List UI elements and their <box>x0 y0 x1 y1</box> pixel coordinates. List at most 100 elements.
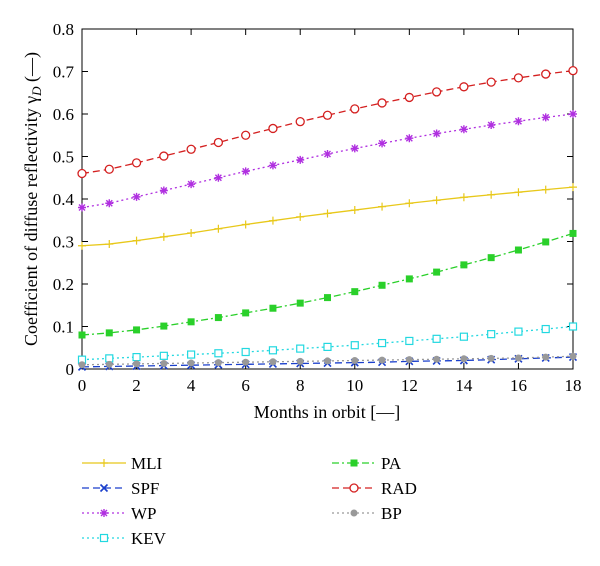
data-point-bp <box>269 358 277 366</box>
data-point-pa <box>242 309 250 317</box>
x-tick-label: 0 <box>78 376 87 395</box>
data-point-pa <box>514 246 522 254</box>
data-point-pa <box>133 326 141 334</box>
data-point-kev <box>432 334 441 343</box>
data-point-rad <box>568 66 578 76</box>
legend-marker-bp <box>350 509 358 517</box>
y-axis-label-main: Coefficient of diffuse reflectivity γ <box>21 96 41 346</box>
data-point-wp <box>378 139 387 148</box>
data-point-bp <box>133 360 141 368</box>
data-point-kev <box>405 336 414 346</box>
data-point-rad <box>486 77 496 87</box>
legend-entry-wp: WP <box>82 504 157 523</box>
legend-label-wp: WP <box>131 504 157 523</box>
data-point-bp <box>105 360 113 368</box>
y-tick-label: 0 <box>66 360 75 379</box>
x-tick-label: 4 <box>187 376 196 395</box>
legend-entry-spf: SPF <box>82 479 159 498</box>
data-point-kev <box>350 341 359 350</box>
data-point-mli <box>541 185 550 194</box>
y-tick-label: 0.6 <box>53 105 74 124</box>
series-bp <box>78 352 577 369</box>
data-point-pa <box>187 318 195 326</box>
data-point-kev <box>132 353 141 362</box>
data-point-bp <box>542 353 550 361</box>
data-point-bp <box>433 355 441 363</box>
data-point-bp <box>351 357 359 364</box>
data-point-wp <box>459 125 468 134</box>
data-point-kev <box>214 349 223 358</box>
legend-marker-rad <box>349 483 359 493</box>
data-point-pa <box>487 254 495 262</box>
axis-ticks: 0 2 4 6 8 10 12 14 16 18 0 0.1 0.2 0.3 0.4 0.5 0.6 0.7 0.8 <box>53 20 582 395</box>
data-point-rad <box>131 158 142 168</box>
data-point-bp <box>78 361 86 369</box>
data-point-pa <box>105 329 113 337</box>
data-point-bp <box>160 359 168 367</box>
data-point-mli <box>241 220 250 229</box>
legend-marker-spf <box>99 483 109 493</box>
data-point-pa <box>214 314 222 322</box>
data-point-kev <box>296 344 305 353</box>
data-point-pa <box>269 304 277 312</box>
legend-label-kev: KEV <box>131 529 167 548</box>
data-point-wp <box>541 113 550 122</box>
data-point-bp <box>514 354 522 362</box>
legend-label-spf: SPF <box>131 479 159 498</box>
data-point-bp <box>296 357 304 365</box>
legend-marker-wp <box>100 509 108 517</box>
data-point-mli <box>487 190 496 199</box>
data-point-kev <box>541 324 550 334</box>
data-point-mli <box>159 232 168 241</box>
data-point-rad <box>241 130 251 140</box>
legend: MLI SPF WP KEV PA RAD BP <box>82 454 417 548</box>
data-point-bp <box>187 359 195 367</box>
data-point-wp <box>214 173 223 182</box>
data-point-kev <box>187 350 196 359</box>
x-tick-label: 8 <box>296 376 305 395</box>
data-point-mli <box>459 193 468 202</box>
data-point-mli <box>514 188 523 197</box>
data-point-bp <box>378 356 386 364</box>
data-point-bp <box>324 357 331 365</box>
data-point-pa <box>351 288 359 296</box>
series-mli <box>78 183 577 250</box>
data-point-bp <box>214 359 222 367</box>
data-point-rad <box>268 123 278 134</box>
data-point-mli <box>432 196 441 205</box>
data-point-kev <box>487 330 496 339</box>
legend-entry-bp: BP <box>332 504 402 523</box>
data-point-rad <box>213 137 224 148</box>
data-point-pa <box>160 322 168 330</box>
data-point-bp <box>460 355 468 363</box>
data-point-kev <box>377 338 387 348</box>
data-point-kev <box>459 332 468 341</box>
data-point-mli <box>569 183 577 192</box>
data-point-wp <box>487 121 496 130</box>
data-point-mli <box>296 212 305 221</box>
data-point-mli <box>405 199 414 208</box>
series-layer <box>77 66 578 371</box>
data-point-wp <box>187 180 196 189</box>
data-point-pa <box>569 229 577 237</box>
data-point-rad <box>295 117 305 127</box>
data-point-rad <box>322 110 333 120</box>
x-tick-label: 12 <box>401 376 418 395</box>
data-point-rad <box>541 69 551 79</box>
data-point-rad <box>77 168 87 179</box>
y-tick-label: 0.1 <box>53 318 74 337</box>
data-point-rad <box>104 164 114 174</box>
data-point-mli <box>187 229 196 237</box>
data-point-bp <box>487 354 495 362</box>
data-point-kev <box>159 351 168 360</box>
y-axis-label-unit: (—) <box>21 52 42 87</box>
data-point-rad <box>377 98 387 108</box>
series-pa <box>78 229 577 339</box>
data-point-wp <box>268 161 277 170</box>
data-point-rad <box>159 151 169 161</box>
data-point-mli <box>350 206 359 215</box>
x-tick-label: 2 <box>132 376 141 395</box>
y-tick-label: 0.8 <box>53 20 74 39</box>
series-rad <box>77 66 578 179</box>
legend-marker-pa <box>350 459 358 467</box>
